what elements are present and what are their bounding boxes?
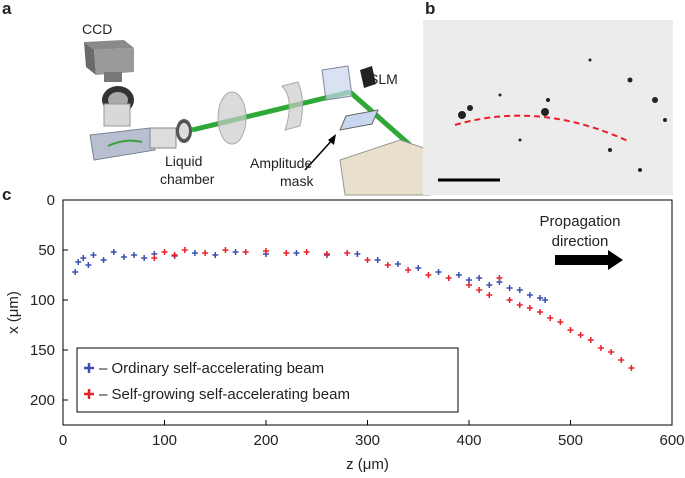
panel-label: a [2, 0, 12, 18]
data-point [293, 250, 300, 256]
data-point [496, 275, 503, 281]
schematic-label: mask [280, 173, 314, 189]
data-point [415, 265, 422, 271]
data-point [283, 250, 290, 256]
schematic: CCD SLM Liquid chamber Amplitude mask [82, 21, 431, 196]
data-point [537, 295, 544, 301]
y-tick-label: 100 [30, 292, 55, 309]
data-point [75, 259, 82, 265]
data-point [486, 292, 493, 298]
scatter-chart: 0 100 200 300 400 500 600 0 50 100 150 200 z (μm) x (… [5, 192, 685, 473]
panel-label: c [2, 185, 11, 204]
data-point [608, 349, 615, 355]
data-point [161, 249, 168, 255]
annotation: Propagation [540, 213, 621, 230]
y-tick-label: 150 [30, 342, 55, 359]
y-tick-label: 50 [38, 242, 55, 259]
data-point [120, 254, 127, 260]
data-point [110, 249, 117, 255]
data-point [516, 302, 523, 308]
x-tick-label: 200 [253, 432, 278, 449]
data-point [171, 252, 178, 258]
data-point [506, 297, 513, 303]
data-point [466, 282, 472, 288]
data-point [547, 315, 554, 321]
data-point [364, 257, 371, 263]
y-tick-label: 0 [47, 192, 55, 209]
data-point [628, 365, 635, 371]
panel-label: b [425, 0, 435, 18]
data-point [141, 255, 148, 261]
data-point [567, 327, 574, 333]
legend-marker [84, 363, 94, 373]
x-tick-label: 300 [355, 432, 380, 449]
data-point [618, 357, 625, 363]
data-point [526, 305, 533, 311]
data-point [435, 269, 442, 275]
data-point [597, 345, 604, 351]
data-point [232, 249, 239, 255]
data-point [405, 267, 412, 273]
data-point [90, 252, 97, 258]
data-point [191, 250, 198, 256]
data-point [486, 282, 493, 288]
microscope-image [423, 20, 673, 195]
data-point [181, 247, 188, 253]
data-point [445, 275, 452, 281]
data-point [394, 261, 401, 267]
x-axis-label: z (μm) [346, 456, 389, 473]
data-point [374, 257, 381, 263]
data-point [384, 262, 391, 268]
data-point [537, 309, 544, 315]
data-point [131, 252, 138, 258]
annotation-arrow [555, 250, 623, 270]
data-point [323, 251, 330, 257]
data-point [151, 255, 158, 261]
data-point [425, 272, 432, 278]
y-axis-label: x (μm) [5, 291, 22, 334]
schematic-label: Amplitude [250, 155, 312, 171]
data-point [476, 275, 483, 281]
x-tick-label: 600 [659, 432, 684, 449]
data-point [526, 292, 533, 298]
data-point [577, 332, 584, 338]
data-point [587, 337, 594, 343]
legend-box [76, 347, 459, 413]
data-point [476, 287, 483, 293]
schematic-label: CCD [82, 21, 112, 37]
data-point [344, 250, 351, 256]
data-point [72, 269, 79, 275]
data-point [542, 297, 549, 303]
schematic-label: chamber [160, 171, 215, 187]
schematic-label: SLM [369, 71, 398, 87]
data-point [242, 249, 249, 255]
x-tick-label: 100 [152, 432, 177, 449]
legend-marker [84, 389, 94, 399]
data-point [100, 257, 107, 263]
data-point [557, 319, 564, 325]
y-tick-label: 200 [30, 392, 55, 409]
data-point [516, 287, 523, 293]
data-point [455, 272, 462, 278]
data-point [202, 250, 209, 256]
data-point [506, 285, 513, 291]
annotation: direction [552, 233, 609, 250]
data-point [354, 251, 361, 257]
x-tick-label: 0 [59, 432, 67, 449]
data-point [80, 255, 87, 261]
data-point [222, 247, 229, 253]
data-point [303, 249, 310, 255]
data-point [212, 252, 219, 258]
legend-label: – Self-growing self-accelerating beam [99, 386, 350, 403]
x-tick-label: 400 [456, 432, 481, 449]
legend-label: – Ordinary self-accelerating beam [99, 360, 324, 377]
data-point [263, 248, 269, 254]
data-point [85, 262, 92, 268]
schematic-label: Liquid [165, 153, 202, 169]
x-tick-label: 500 [558, 432, 583, 449]
